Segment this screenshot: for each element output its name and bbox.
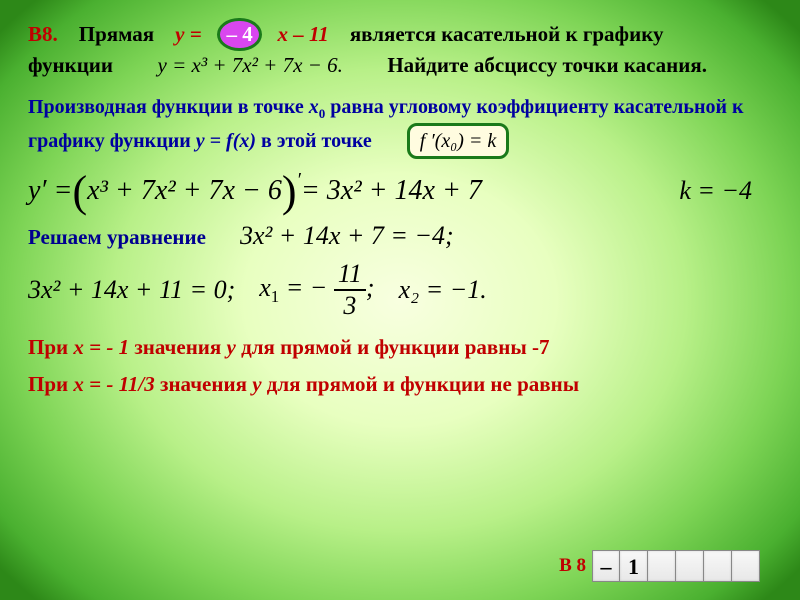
deriv-result: = 3x² + 14x + 7 xyxy=(301,175,482,207)
eq-y: y = xyxy=(175,22,202,46)
answer-cell[interactable] xyxy=(676,550,704,582)
answer-cell[interactable] xyxy=(732,550,760,582)
note-yfx: y = f(x) xyxy=(196,130,256,152)
yprime: y′ = xyxy=(28,175,72,207)
solve-eq2: 3x² + 14x + 11 = 0; xyxy=(28,275,235,305)
answer-box: В 8 – 1 xyxy=(559,550,760,582)
answer-label: В 8 xyxy=(559,555,586,577)
roots-line: 3x² + 14x + 11 = 0; x1 = − 11 3 ; x₂ = −… xyxy=(28,261,772,319)
k-value: k = −4 xyxy=(679,176,752,206)
inner-expr: x³ + 7x² + 7x − 6 xyxy=(87,175,282,207)
solve-eq1: 3x² + 14x + 7 = −4; xyxy=(240,221,454,250)
r2b: значения xyxy=(160,372,247,396)
r2a: При xyxy=(28,372,68,396)
derivative-calc: y′ = ( x³ + 7x² + 7x − 6 ) ′ = 3x² + 14x… xyxy=(28,175,772,207)
r1b: значения xyxy=(134,335,221,359)
x1-label: x xyxy=(259,273,271,302)
rparen: ) xyxy=(282,177,297,208)
solve-label: Решаем уравнение xyxy=(28,225,206,249)
note-l3: в этой точке xyxy=(261,130,372,152)
function-expression: y = x³ + 7x² + 7x − 6. xyxy=(158,53,343,77)
problem-statement: В8. Прямая y = – 4 x – 11 является касат… xyxy=(28,18,772,80)
lparen: ( xyxy=(72,177,87,208)
solve-row: Решаем уравнение 3x² + 14x + 7 = −4; xyxy=(28,221,772,251)
result-2: При х = - 11/3 значения у для прямой и ф… xyxy=(28,372,772,397)
r1y: у xyxy=(227,335,236,359)
prime-mark: ′ xyxy=(297,169,301,192)
x1-frac: 11 3 xyxy=(334,261,366,319)
root-x1: x1 = − 11 3 ; xyxy=(259,261,374,319)
note-l1: Производная функции в точке xyxy=(28,96,304,118)
r1c: для прямой и функции равны -7 xyxy=(241,335,549,359)
func-label: функции xyxy=(28,53,113,77)
r2x: х = - 11/3 xyxy=(73,372,154,396)
answer-cell[interactable]: 1 xyxy=(620,550,648,582)
root-x2: x₂ = −1. xyxy=(399,275,487,305)
x1-den: 3 xyxy=(334,291,366,319)
x1-num: 11 xyxy=(334,261,366,291)
r2c: для прямой и функции не равны xyxy=(267,372,579,396)
answer-cell[interactable] xyxy=(704,550,732,582)
note-x0: х xyxy=(309,96,319,118)
answer-cell[interactable]: – xyxy=(592,550,620,582)
answer-cells: – 1 xyxy=(592,550,760,582)
r1a: При xyxy=(28,335,68,359)
problem-pre: Прямая xyxy=(79,22,154,46)
result-1: При х = - 1 значения у для прямой и функ… xyxy=(28,335,772,360)
x1-sub: 1 xyxy=(271,287,279,306)
derivative-note: Производная функции в точке х0 равна угл… xyxy=(28,94,772,159)
r1x: х = - 1 xyxy=(73,335,129,359)
problem-post1: является касательной к графику xyxy=(350,22,664,46)
problem-label: В8. xyxy=(28,22,58,46)
slope-circle: – 4 xyxy=(217,18,261,51)
eq-rest: x – 11 xyxy=(277,22,328,46)
problem-post2: Найдите абсциссу точки касания. xyxy=(387,53,707,77)
note-x0s: 0 xyxy=(319,106,326,121)
r2y: у xyxy=(252,372,261,396)
x1-eq: = − xyxy=(286,273,328,302)
derivative-box: f ′(x₀) = k xyxy=(407,123,509,159)
answer-cell[interactable] xyxy=(648,550,676,582)
